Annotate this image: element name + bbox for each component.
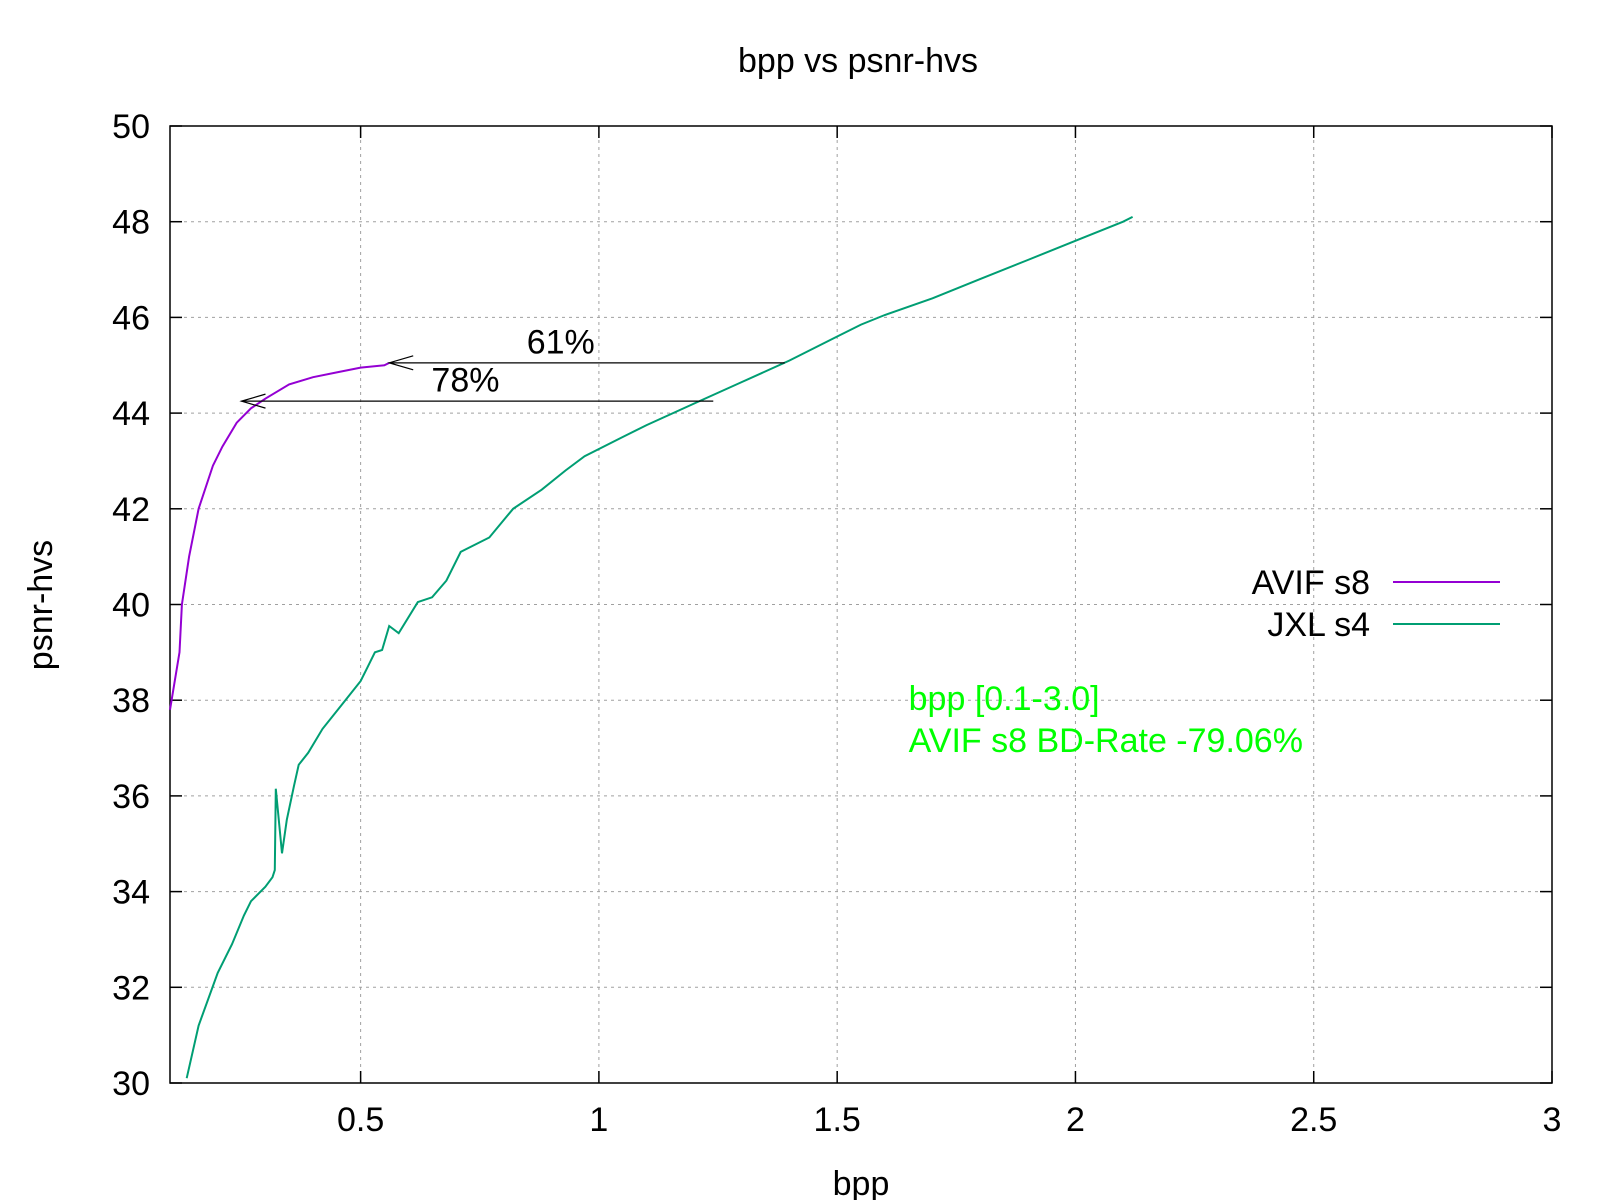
x-tick-label: 1 [589, 1101, 608, 1139]
y-tick-label: 38 [112, 682, 150, 720]
x-axis-label: bpp [833, 1165, 890, 1200]
annotation-arrowhead [387, 355, 414, 371]
y-tick-label: 36 [112, 778, 150, 816]
axis-ticks: 30 32 34 36 38 40 42 44 46 48 50 0.5 1 1.5 2 2.5 3 [112, 108, 1561, 1139]
x-tick-label: 2 [1066, 1101, 1085, 1139]
series-lines [169, 216, 1134, 1079]
annotation-label: 61% [527, 323, 595, 361]
annotations: 61% 78% [239, 323, 785, 409]
y-tick-label: 46 [112, 299, 150, 337]
bd-rate-note: bpp [0.1-3.0] AVIF s8 BD-Rate -79.06% [909, 680, 1303, 760]
note-line: AVIF s8 BD-Rate -79.06% [909, 722, 1303, 760]
grid-lines [170, 126, 1552, 1083]
x-tick-label: 3 [1543, 1101, 1562, 1139]
y-tick-label: 40 [112, 587, 150, 625]
legend-label: JXL s4 [1267, 606, 1370, 644]
legend: AVIF s8 JXL s4 [1252, 564, 1500, 644]
chart-title: bpp vs psnr-hvs [738, 42, 978, 80]
plot-frame [169, 125, 1553, 1084]
series-line-avif-s8 [169, 362, 390, 710]
y-axis-label: psnr-hvs [22, 540, 60, 670]
y-tick-label: 48 [112, 204, 150, 242]
y-tick-label: 30 [112, 1065, 150, 1103]
x-tick-label: 1.5 [814, 1101, 861, 1139]
legend-label: AVIF s8 [1252, 564, 1370, 602]
y-tick-label: 32 [112, 969, 150, 1007]
annotation-arrowhead [239, 393, 266, 409]
y-tick-label: 50 [112, 108, 150, 146]
annotation-label: 78% [431, 362, 499, 400]
x-tick-label: 0.5 [337, 1101, 384, 1139]
y-tick-label: 42 [112, 491, 150, 529]
y-tick-label: 44 [112, 395, 150, 433]
note-line: bpp [0.1-3.0] [909, 680, 1100, 718]
series-line-jxl-s4 [185, 216, 1134, 1079]
y-tick-label: 34 [112, 874, 150, 912]
x-tick-label: 2.5 [1290, 1101, 1337, 1139]
